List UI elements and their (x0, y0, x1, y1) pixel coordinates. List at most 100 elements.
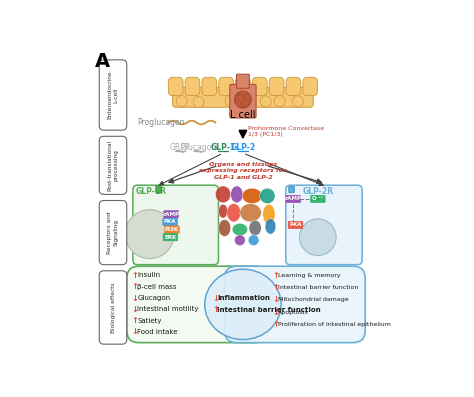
Text: Intestinal barrier function: Intestinal barrier function (278, 285, 358, 290)
Ellipse shape (231, 186, 243, 203)
Ellipse shape (227, 204, 241, 222)
Ellipse shape (240, 204, 261, 222)
Text: Ca²⁺: Ca²⁺ (312, 197, 324, 201)
Text: Post-translational
processing: Post-translational processing (108, 140, 118, 191)
Text: ↑: ↑ (212, 305, 219, 314)
Circle shape (245, 102, 247, 104)
Ellipse shape (242, 188, 262, 204)
Text: GLP-1R: GLP-1R (136, 187, 167, 196)
Ellipse shape (260, 188, 275, 204)
Text: GLP-2: GLP-2 (230, 143, 255, 152)
Ellipse shape (215, 186, 231, 203)
FancyBboxPatch shape (286, 195, 301, 202)
FancyBboxPatch shape (99, 136, 127, 195)
Text: Glucagon: Glucagon (181, 143, 217, 152)
Text: Glucagon: Glucagon (137, 295, 171, 301)
Ellipse shape (249, 220, 261, 236)
Circle shape (237, 103, 239, 106)
Text: ↓: ↓ (131, 328, 138, 336)
Circle shape (125, 210, 174, 258)
Ellipse shape (205, 269, 281, 339)
FancyBboxPatch shape (127, 266, 267, 343)
FancyBboxPatch shape (173, 87, 313, 107)
Text: A: A (95, 52, 110, 71)
Circle shape (292, 96, 303, 107)
FancyBboxPatch shape (219, 77, 234, 96)
Text: Receptors and
Signaling: Receptors and Signaling (108, 211, 118, 254)
FancyBboxPatch shape (99, 271, 127, 344)
Text: Proglucagon: Proglucagon (137, 118, 185, 127)
Text: ERK: ERK (164, 235, 177, 240)
FancyBboxPatch shape (230, 84, 256, 118)
Text: cAMP: cAMP (163, 212, 180, 217)
Circle shape (225, 95, 236, 106)
FancyBboxPatch shape (288, 221, 303, 229)
Circle shape (260, 96, 271, 107)
FancyBboxPatch shape (286, 185, 362, 265)
Text: ↓: ↓ (272, 308, 279, 316)
Text: PI3K: PI3K (165, 227, 179, 232)
Text: ↑: ↑ (131, 271, 138, 280)
Text: Learning & memory: Learning & memory (278, 273, 341, 278)
FancyBboxPatch shape (168, 77, 183, 96)
Text: Insulin: Insulin (137, 272, 161, 278)
Circle shape (176, 96, 187, 107)
Circle shape (244, 96, 255, 107)
Ellipse shape (265, 219, 276, 234)
Text: GRPP: GRPP (170, 143, 191, 152)
Circle shape (234, 91, 252, 108)
Text: Intestinal motility: Intestinal motility (137, 306, 199, 312)
Text: Food intake: Food intake (137, 329, 178, 335)
Circle shape (300, 219, 336, 256)
FancyBboxPatch shape (164, 226, 179, 233)
FancyBboxPatch shape (252, 77, 267, 96)
Text: Apoptosis: Apoptosis (278, 310, 309, 314)
Text: Satiety: Satiety (137, 318, 162, 324)
Circle shape (238, 97, 241, 99)
FancyBboxPatch shape (163, 233, 178, 241)
Text: PKA: PKA (289, 222, 302, 227)
FancyBboxPatch shape (303, 77, 318, 96)
Text: GLP-1: GLP-1 (210, 143, 236, 152)
FancyBboxPatch shape (286, 77, 301, 96)
Circle shape (193, 96, 204, 108)
Circle shape (242, 91, 244, 93)
FancyBboxPatch shape (163, 218, 177, 225)
FancyBboxPatch shape (202, 77, 217, 96)
Text: Mitochondrial damage: Mitochondrial damage (278, 297, 349, 303)
Text: Biological effects: Biological effects (110, 282, 116, 333)
Text: β-cell mass: β-cell mass (137, 284, 177, 290)
Text: ↑: ↑ (131, 282, 138, 291)
Text: Inflammation: Inflammation (217, 295, 270, 301)
Ellipse shape (219, 204, 228, 218)
FancyBboxPatch shape (133, 185, 219, 265)
FancyBboxPatch shape (99, 60, 127, 130)
Text: Intestinal barrier function: Intestinal barrier function (217, 307, 320, 313)
Text: Proliferation of intestinal epithelium: Proliferation of intestinal epithelium (278, 322, 391, 327)
FancyBboxPatch shape (289, 186, 294, 193)
Ellipse shape (248, 235, 259, 246)
Text: ↓: ↓ (272, 295, 279, 304)
Text: Enteroendocrine
L-cell: Enteroendocrine L-cell (108, 71, 118, 119)
Text: ↓: ↓ (131, 305, 138, 314)
Ellipse shape (263, 204, 275, 224)
Text: Organs and tissues
expressing receptors for
GLP-1 and GLP-2: Organs and tissues expressing receptors … (200, 162, 286, 180)
FancyBboxPatch shape (236, 77, 250, 96)
FancyBboxPatch shape (225, 266, 365, 343)
Ellipse shape (219, 220, 231, 236)
FancyBboxPatch shape (164, 210, 178, 218)
FancyBboxPatch shape (237, 74, 249, 88)
FancyBboxPatch shape (185, 77, 200, 96)
FancyBboxPatch shape (99, 200, 127, 265)
Text: PKA: PKA (164, 220, 176, 224)
Text: ↑: ↑ (272, 283, 279, 292)
FancyBboxPatch shape (310, 195, 325, 202)
Text: ↑: ↑ (272, 320, 279, 329)
Text: ↑: ↑ (131, 316, 138, 325)
Text: Prohormone Convertase
1/3 (PC1/3): Prohormone Convertase 1/3 (PC1/3) (247, 126, 324, 137)
Ellipse shape (232, 224, 247, 236)
Circle shape (247, 95, 250, 98)
Text: ↓: ↓ (131, 293, 138, 303)
Text: GLP-2R: GLP-2R (302, 187, 334, 196)
FancyBboxPatch shape (269, 77, 284, 96)
